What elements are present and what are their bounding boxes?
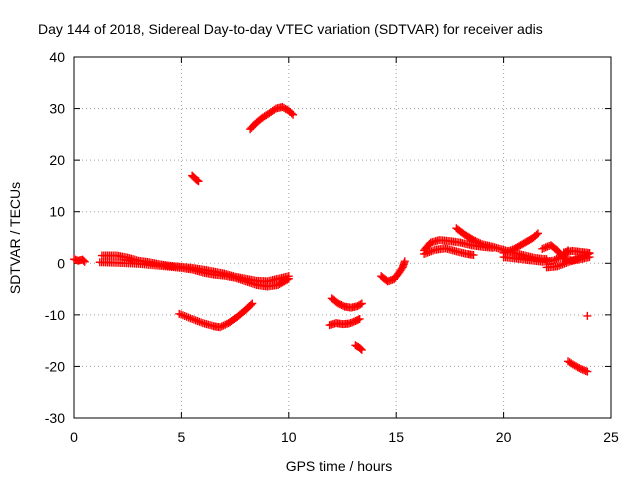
- series-arc-3: [95, 258, 293, 291]
- data-point: [550, 255, 559, 264]
- y-tick-label: -20: [45, 358, 65, 374]
- data-point: [476, 239, 485, 248]
- data-point: [182, 312, 191, 321]
- x-tick-label: 15: [388, 429, 404, 445]
- y-tick-label: 0: [57, 255, 65, 271]
- data-point: [217, 322, 226, 331]
- data-point: [583, 367, 592, 376]
- data-point: [283, 275, 292, 284]
- series-arc-19: [564, 357, 592, 376]
- data-point: [549, 256, 558, 265]
- data-point: [186, 314, 195, 323]
- series-arc-5: [188, 171, 203, 186]
- data-points: [70, 103, 594, 376]
- data-point: [585, 248, 594, 257]
- data-point: [541, 243, 550, 252]
- x-tick-label: 0: [70, 429, 78, 445]
- series-arc-15: [499, 246, 573, 266]
- x-tick-label: 10: [281, 429, 297, 445]
- data-point: [472, 237, 481, 246]
- data-point: [284, 274, 293, 283]
- data-point: [248, 299, 257, 308]
- series-arc-4: [175, 299, 257, 332]
- data-point: [178, 311, 187, 320]
- data-point: [538, 244, 547, 253]
- data-point: [193, 176, 202, 185]
- series-arc-6: [246, 103, 298, 134]
- data-point: [219, 321, 228, 330]
- data-point: [194, 177, 203, 186]
- series-arc-18: [559, 246, 594, 257]
- data-point: [180, 312, 189, 321]
- y-tick-label: -10: [45, 307, 65, 323]
- series-arc-8: [325, 314, 364, 330]
- data-point: [357, 345, 366, 354]
- data-point: [552, 254, 561, 263]
- data-point: [79, 256, 88, 265]
- data-point: [184, 313, 193, 322]
- series-arc-14: [499, 229, 542, 257]
- series-arc-7: [327, 294, 366, 312]
- data-point: [356, 344, 365, 353]
- chart-title: Day 144 of 2018, Sidereal Day-to-day VTE…: [38, 21, 543, 37]
- plot-frame: [73, 56, 612, 419]
- x-tick-label: 5: [178, 429, 186, 445]
- grid-lines: [74, 57, 611, 418]
- data-point: [469, 236, 478, 245]
- y-tick-label: 30: [49, 101, 65, 117]
- series-arc-20: [583, 311, 592, 320]
- y-axis-label: SDTVAR / TECUs: [7, 182, 23, 294]
- data-point: [175, 309, 184, 318]
- data-point: [80, 257, 89, 266]
- series-arc-1: [70, 255, 89, 266]
- data-point: [533, 229, 542, 238]
- x-axis-label: GPS time / hours: [286, 458, 393, 474]
- x-tick-label: 25: [603, 429, 619, 445]
- y-tick-label: 10: [49, 204, 65, 220]
- data-point: [177, 310, 186, 319]
- data-point: [216, 323, 225, 332]
- data-point: [221, 320, 230, 329]
- y-tick-label: 40: [49, 49, 65, 65]
- data-point: [246, 300, 255, 309]
- x-tick-label: 20: [496, 429, 512, 445]
- data-point: [471, 236, 480, 245]
- data-point: [532, 230, 541, 239]
- data-point: [400, 257, 409, 266]
- data-point: [469, 251, 478, 260]
- data-point: [583, 311, 592, 320]
- data-point: [356, 300, 365, 309]
- data-point: [355, 314, 364, 323]
- series-arc-10: [377, 257, 409, 286]
- data-point: [474, 238, 483, 247]
- y-tick-label: -30: [45, 410, 65, 426]
- series-arc-12: [420, 244, 478, 260]
- series-arc-9: [351, 341, 366, 354]
- data-point: [289, 110, 298, 119]
- axis-ticks: 0 5 10 15 20 25 -30 -20 -10 0 10 20 30 40: [45, 49, 619, 445]
- data-point: [287, 109, 296, 118]
- y-tick-label: 20: [49, 152, 65, 168]
- data-point: [357, 299, 366, 308]
- data-point: [539, 244, 548, 253]
